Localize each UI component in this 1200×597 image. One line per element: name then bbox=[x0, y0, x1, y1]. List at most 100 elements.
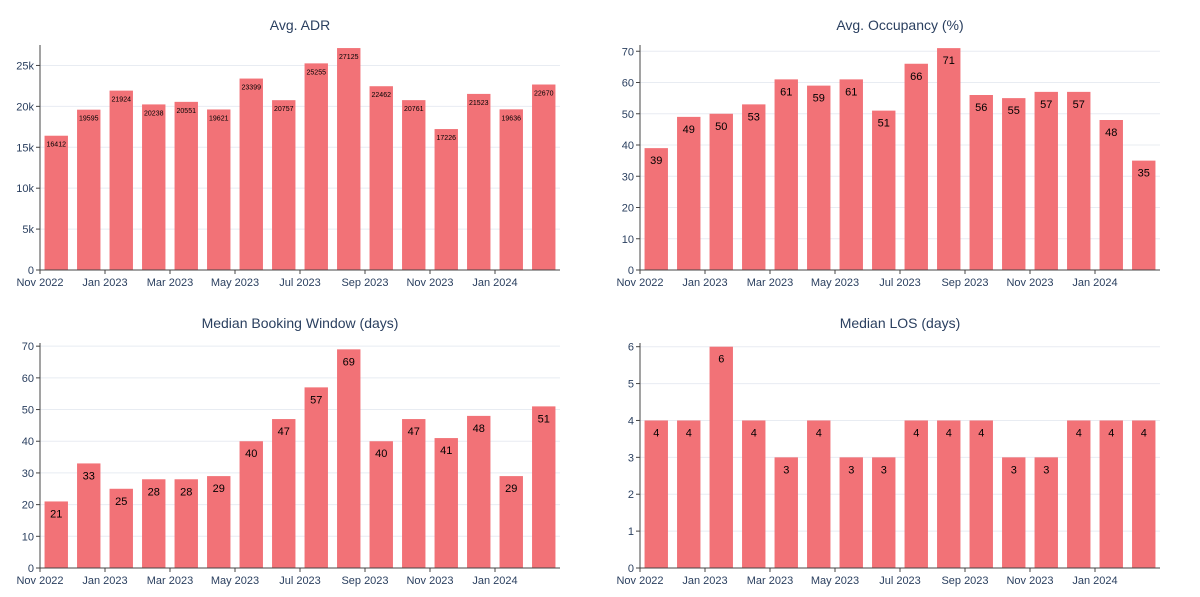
bar-value-label: 66 bbox=[910, 71, 922, 83]
bar-2024-01 bbox=[499, 476, 523, 568]
chart-title: Median Booking Window (days) bbox=[201, 315, 399, 331]
bar-2022-11 bbox=[644, 148, 668, 270]
bar-value-label: 3 bbox=[848, 464, 854, 476]
x-tick-label: May 2023 bbox=[211, 277, 259, 289]
bar-2023-04 bbox=[807, 420, 831, 568]
chart-title: Avg. ADR bbox=[269, 17, 331, 33]
bar-value-label: 47 bbox=[278, 426, 290, 438]
bar-value-label: 17226 bbox=[437, 135, 457, 142]
bar-2023-08 bbox=[937, 420, 961, 568]
x-tick-label: Mar 2023 bbox=[747, 575, 793, 587]
bar-2023-05 bbox=[839, 79, 863, 270]
bar-value-label: 4 bbox=[686, 427, 692, 439]
y-tick-label: 50 bbox=[22, 405, 34, 417]
bar-value-label: 3 bbox=[1011, 464, 1017, 476]
bar-2022-12 bbox=[677, 116, 701, 270]
y-tick-label: 20 bbox=[622, 203, 634, 215]
bar-value-label: 47 bbox=[408, 426, 420, 438]
bar-value-label: 25255 bbox=[307, 69, 327, 76]
x-tick-label: Jul 2023 bbox=[879, 575, 921, 587]
x-tick-label: Sep 2023 bbox=[341, 277, 388, 289]
bar-value-label: 4 bbox=[978, 427, 984, 439]
y-tick-label: 0 bbox=[628, 563, 634, 575]
bar-value-label: 55 bbox=[1008, 105, 1020, 117]
x-tick-label: May 2023 bbox=[811, 575, 859, 587]
bar-2023-12 bbox=[467, 93, 491, 270]
bar-2023-06 bbox=[272, 419, 296, 568]
bar-2023-12 bbox=[467, 415, 491, 568]
x-tick-label: Jan 2024 bbox=[472, 575, 517, 587]
chart-plot-median-los: 0 1 2 3 4 5 6 4 4 6 4 3 4 3 3 4 4 4 3 3 4 4 4 Nov 2022 Jan 2023 M… bbox=[616, 342, 1160, 587]
bar-value-label: 19636 bbox=[502, 115, 522, 122]
y-tick-label: 60 bbox=[622, 78, 634, 90]
bar-value-label: 20238 bbox=[144, 110, 164, 117]
bar-value-label: 40 bbox=[245, 448, 257, 460]
y-tick-label: 15k bbox=[16, 142, 34, 154]
bar-2023-04 bbox=[807, 85, 831, 270]
bar-value-label: 40 bbox=[375, 448, 387, 460]
bar-value-label: 51 bbox=[878, 118, 890, 130]
bar-2023-05 bbox=[239, 78, 263, 270]
x-tick-label: May 2023 bbox=[811, 277, 859, 289]
bar-value-label: 4 bbox=[816, 427, 822, 439]
bar-2023-01 bbox=[109, 90, 133, 270]
x-tick-label: Sep 2023 bbox=[941, 575, 988, 587]
x-tick-label: Jan 2023 bbox=[682, 575, 727, 587]
bar-2024-01 bbox=[1099, 420, 1123, 568]
x-tick-label: Mar 2023 bbox=[747, 277, 793, 289]
bar-2023-10 bbox=[1002, 98, 1026, 270]
bar-value-label: 49 bbox=[683, 124, 695, 136]
bar-2023-04 bbox=[207, 109, 231, 271]
bar-2024-02 bbox=[1132, 420, 1156, 568]
y-tick-label: 3 bbox=[628, 452, 634, 464]
bar-value-label: 20551 bbox=[177, 108, 197, 115]
x-tick-label: Nov 2022 bbox=[16, 277, 63, 289]
y-tick-label: 5 bbox=[628, 379, 634, 391]
bar-value-label: 48 bbox=[473, 423, 485, 435]
y-tick-label: 0 bbox=[628, 265, 634, 277]
bar-2023-09 bbox=[969, 420, 993, 568]
y-tick-label: 30 bbox=[22, 468, 34, 480]
bar-value-label: 22462 bbox=[372, 92, 392, 99]
chart-plot-median-booking-window: 0 10 20 30 40 50 60 70 21 33 25 28 28 29 40 47 57 69 40 47 4… bbox=[16, 341, 560, 587]
bar-2023-05 bbox=[839, 457, 863, 568]
x-tick-label: Nov 2023 bbox=[406, 575, 453, 587]
bar-value-label: 22670 bbox=[534, 91, 554, 98]
bar-value-label: 6 bbox=[718, 354, 724, 366]
bar-2024-02 bbox=[1132, 160, 1156, 270]
bar-2022-12 bbox=[77, 463, 101, 568]
bar-value-label: 4 bbox=[1141, 427, 1147, 439]
bar-value-label: 29 bbox=[213, 483, 225, 495]
y-tick-label: 4 bbox=[628, 415, 634, 427]
bar-2023-03 bbox=[174, 101, 198, 270]
y-tick-label: 40 bbox=[22, 436, 34, 448]
bar-2023-11 bbox=[434, 129, 458, 270]
bar-value-label: 19621 bbox=[209, 115, 229, 122]
x-tick-label: Sep 2023 bbox=[941, 277, 988, 289]
x-tick-label: May 2023 bbox=[211, 575, 259, 587]
x-tick-label: Nov 2023 bbox=[1006, 575, 1053, 587]
bar-value-label: 4 bbox=[1108, 427, 1114, 439]
bar-value-label: 59 bbox=[813, 93, 825, 105]
chart-panel-avg-occupancy: Avg. Occupancy (%) 0 10 20 30 40 50 60 70 39 49 50… bbox=[600, 0, 1200, 298]
y-tick-label: 25k bbox=[16, 60, 34, 72]
y-tick-label: 40 bbox=[622, 140, 634, 152]
bar-2023-06 bbox=[272, 100, 296, 270]
bar-value-label: 25 bbox=[115, 496, 127, 508]
bar-value-label: 4 bbox=[1076, 427, 1082, 439]
y-tick-label: 0 bbox=[28, 265, 34, 277]
bar-value-label: 48 bbox=[1105, 127, 1117, 139]
x-tick-label: Jan 2024 bbox=[472, 277, 517, 289]
bar-2024-02 bbox=[532, 406, 556, 568]
bar-2022-11 bbox=[644, 420, 668, 568]
bar-value-label: 61 bbox=[780, 86, 792, 98]
bar-value-label: 71 bbox=[943, 55, 955, 67]
bar-value-label: 27125 bbox=[339, 54, 359, 61]
bar-2023-05 bbox=[239, 441, 263, 568]
y-tick-label: 1 bbox=[628, 526, 634, 538]
bar-2023-03 bbox=[174, 479, 198, 568]
bar-value-label: 61 bbox=[845, 86, 857, 98]
bar-2023-03 bbox=[774, 79, 798, 270]
y-tick-label: 70 bbox=[622, 46, 634, 58]
y-tick-label: 10 bbox=[622, 234, 634, 246]
